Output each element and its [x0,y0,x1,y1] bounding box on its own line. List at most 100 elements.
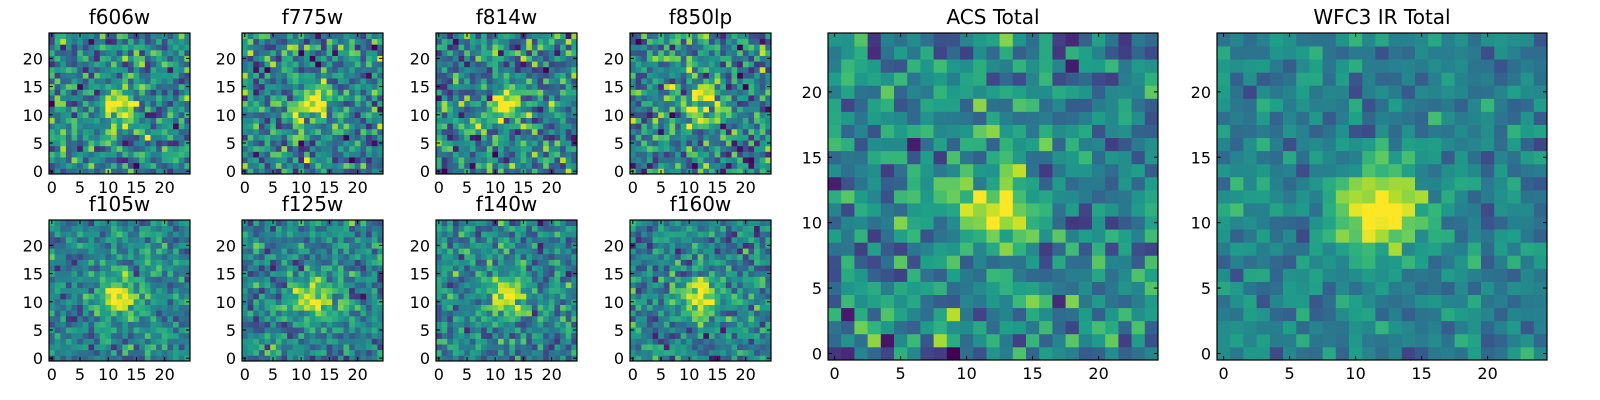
heatmap-cell [105,117,112,124]
heatmap-cell [281,128,288,135]
heatmap-cell [692,117,699,124]
heatmap-cell [178,100,185,107]
heatmap-cell [481,270,488,277]
heatmap-cell [360,231,367,238]
heatmap-cell [349,117,356,124]
heatmap-cell [247,293,254,300]
heatmap-cell [748,151,755,158]
heatmap-cell [161,49,168,56]
heatmap-cell [150,298,157,305]
heatmap-cell [99,282,106,289]
heatmap-cell [105,236,112,243]
heatmap-cell [82,117,89,124]
heatmap-cell [247,287,254,294]
heatmap-cell [486,304,493,311]
heatmap-cell [139,111,146,118]
heatmap-cell [560,157,567,164]
heatmap-cell [173,134,180,141]
heatmap-cell [641,123,648,130]
heatmap-cell [458,157,465,164]
heatmap-cell [663,315,670,322]
heatmap-cell [253,304,260,311]
heatmap-cell [116,310,123,317]
heatmap-cell [304,117,311,124]
heatmap-cell [77,151,84,158]
heatmap-cell [714,44,721,51]
heatmap-cell [475,145,482,152]
heatmap-cell [447,100,454,107]
heatmap-cell [554,78,561,85]
heatmap-cell [88,231,95,238]
heatmap-cell [464,242,471,249]
heatmap-cell [452,344,459,351]
heatmap-cell [354,225,361,232]
heatmap-cell [343,304,350,311]
heatmap-cell [178,72,185,79]
heatmap-cell [486,117,493,124]
heatmap-cell [371,270,378,277]
heatmap-cell [332,332,339,339]
heatmap-cell [94,253,101,260]
heatmap-cell [270,61,277,68]
heatmap-cell [88,287,95,294]
heatmap-cell [71,310,78,317]
heatmap-cell [708,276,715,283]
heatmap-cell [71,355,78,362]
heatmap-cell [748,100,755,107]
heatmap-cell [565,310,572,317]
heatmap-cell [543,89,550,96]
heatmap-cell [742,327,749,334]
heatmap-cell [737,332,744,339]
heatmap-cell [714,293,721,300]
heatmap-cell [646,111,653,118]
heatmap-cell [270,298,277,305]
heatmap-cell [366,151,373,158]
heatmap-cell [354,111,361,118]
heatmap-cell [270,100,277,107]
heatmap-cell [554,100,561,107]
heatmap-cell [315,168,322,175]
heatmap-cell [641,168,648,175]
heatmap-cell [692,49,699,56]
heatmap-cell [71,95,78,102]
heatmap-cell [377,344,384,351]
x-tick-label: 20 [154,365,174,384]
heatmap-cell [731,310,738,317]
heatmap-cell [287,220,294,227]
heatmap-cell [703,134,710,141]
heatmap-cell [514,270,521,277]
heatmap-cell [554,304,561,311]
heatmap-cell [509,242,516,249]
heatmap-cell [377,145,384,152]
heatmap-cell [742,162,749,169]
heatmap-cell [481,145,488,152]
heatmap-cell [343,310,350,317]
heatmap-cell [122,276,129,283]
heatmap-cell [304,83,311,90]
heatmap-cell [486,265,493,272]
heatmap-cell [49,253,56,260]
heatmap-cell [315,265,322,272]
heatmap-cell [708,55,715,62]
heatmap-cell [275,253,282,260]
heatmap-cell [173,157,180,164]
heatmap-cell [560,151,567,158]
heatmap-cell [343,61,350,68]
heatmap-cell [475,355,482,362]
heatmap-cell [514,106,521,113]
heatmap-cell [452,282,459,289]
heatmap-cell [725,338,732,345]
heatmap-cell [630,49,637,56]
heatmap-cell [337,145,344,152]
heatmap-cell [320,282,327,289]
heatmap-cell [531,38,538,45]
heatmap-cell [315,33,322,40]
heatmap-cell [326,248,333,255]
heatmap-cell [663,293,670,300]
heatmap-cell [144,100,151,107]
heatmap-cell [498,298,505,305]
heatmap-cell [253,151,260,158]
heatmap-cell [247,117,254,124]
heatmap-cell [88,220,95,227]
heatmap-cell [122,83,129,90]
